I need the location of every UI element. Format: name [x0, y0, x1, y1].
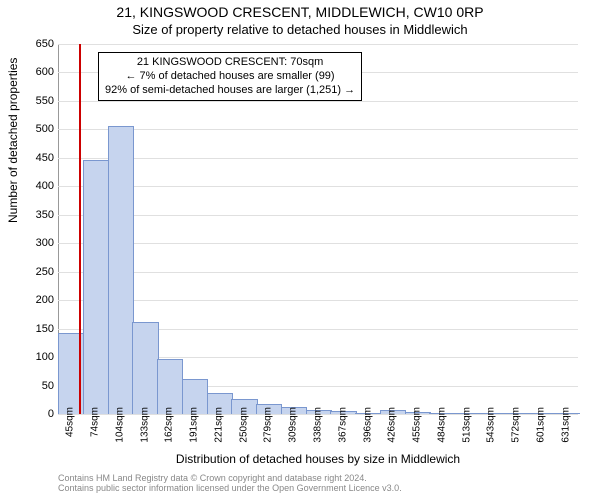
- x-tick-label: 367sqm: [337, 407, 348, 443]
- x-tick-label: 162sqm: [164, 407, 175, 443]
- annotation-line: 92% of semi-detached houses are larger (…: [105, 84, 355, 98]
- y-tick-label: 200: [36, 294, 58, 306]
- title-line-1: 21, KINGSWOOD CRESCENT, MIDDLEWICH, CW10…: [0, 4, 600, 20]
- x-tick-label: 484sqm: [436, 407, 447, 443]
- x-tick-label: 572sqm: [511, 407, 522, 443]
- x-tick-label: 104sqm: [114, 407, 125, 443]
- y-tick-label: 250: [36, 266, 58, 278]
- y-axis-label: Number of detached properties: [6, 58, 20, 223]
- gridline: [58, 44, 578, 45]
- x-tick-label: 279sqm: [263, 407, 274, 443]
- footer-attribution: Contains HM Land Registry data © Crown c…: [58, 474, 578, 494]
- x-tick-label: 601sqm: [535, 407, 546, 443]
- gridline: [58, 186, 578, 187]
- y-tick-label: 300: [36, 237, 58, 249]
- bar: [132, 322, 158, 414]
- y-tick-label: 100: [36, 351, 58, 363]
- y-tick-label: 550: [36, 95, 58, 107]
- bar: [83, 160, 109, 414]
- gridline: [58, 272, 578, 273]
- reference-line: [79, 44, 81, 414]
- annotation-box: 21 KINGSWOOD CRESCENT: 70sqm← 7% of deta…: [98, 52, 362, 101]
- x-tick-label: 631sqm: [560, 407, 571, 443]
- x-axis-label: Distribution of detached houses by size …: [58, 452, 578, 466]
- x-tick-label: 221sqm: [213, 407, 224, 443]
- gridline: [58, 243, 578, 244]
- bar: [108, 126, 134, 414]
- y-tick-label: 500: [36, 123, 58, 135]
- y-tick-label: 0: [48, 408, 58, 420]
- y-tick-label: 350: [36, 209, 58, 221]
- y-tick-label: 400: [36, 180, 58, 192]
- x-tick-label: 455sqm: [412, 407, 423, 443]
- x-tick-label: 309sqm: [288, 407, 299, 443]
- title-line-2: Size of property relative to detached ho…: [0, 22, 600, 37]
- x-tick-label: 45sqm: [65, 407, 76, 437]
- y-tick-label: 600: [36, 66, 58, 78]
- x-tick-label: 426sqm: [387, 407, 398, 443]
- x-tick-label: 133sqm: [139, 407, 150, 443]
- y-tick-label: 650: [36, 38, 58, 50]
- x-tick-label: 396sqm: [362, 407, 373, 443]
- footer-line-2: Contains public sector information licen…: [58, 484, 578, 494]
- gridline: [58, 300, 578, 301]
- gridline: [58, 215, 578, 216]
- annotation-line: 21 KINGSWOOD CRESCENT: 70sqm: [105, 56, 355, 70]
- gridline: [58, 158, 578, 159]
- y-tick-label: 450: [36, 152, 58, 164]
- bar: [157, 359, 183, 414]
- y-tick-label: 50: [42, 380, 58, 392]
- y-tick-label: 150: [36, 323, 58, 335]
- gridline: [58, 129, 578, 130]
- x-tick-label: 250sqm: [238, 407, 249, 443]
- x-tick-label: 74sqm: [90, 407, 101, 437]
- x-tick-label: 513sqm: [461, 407, 472, 443]
- x-tick-label: 191sqm: [189, 407, 200, 443]
- x-tick-label: 543sqm: [486, 407, 497, 443]
- x-tick-label: 338sqm: [313, 407, 324, 443]
- chart-plot-area: 0501001502002503003504004505005506006504…: [58, 44, 578, 414]
- annotation-line: ← 7% of detached houses are smaller (99): [105, 70, 355, 84]
